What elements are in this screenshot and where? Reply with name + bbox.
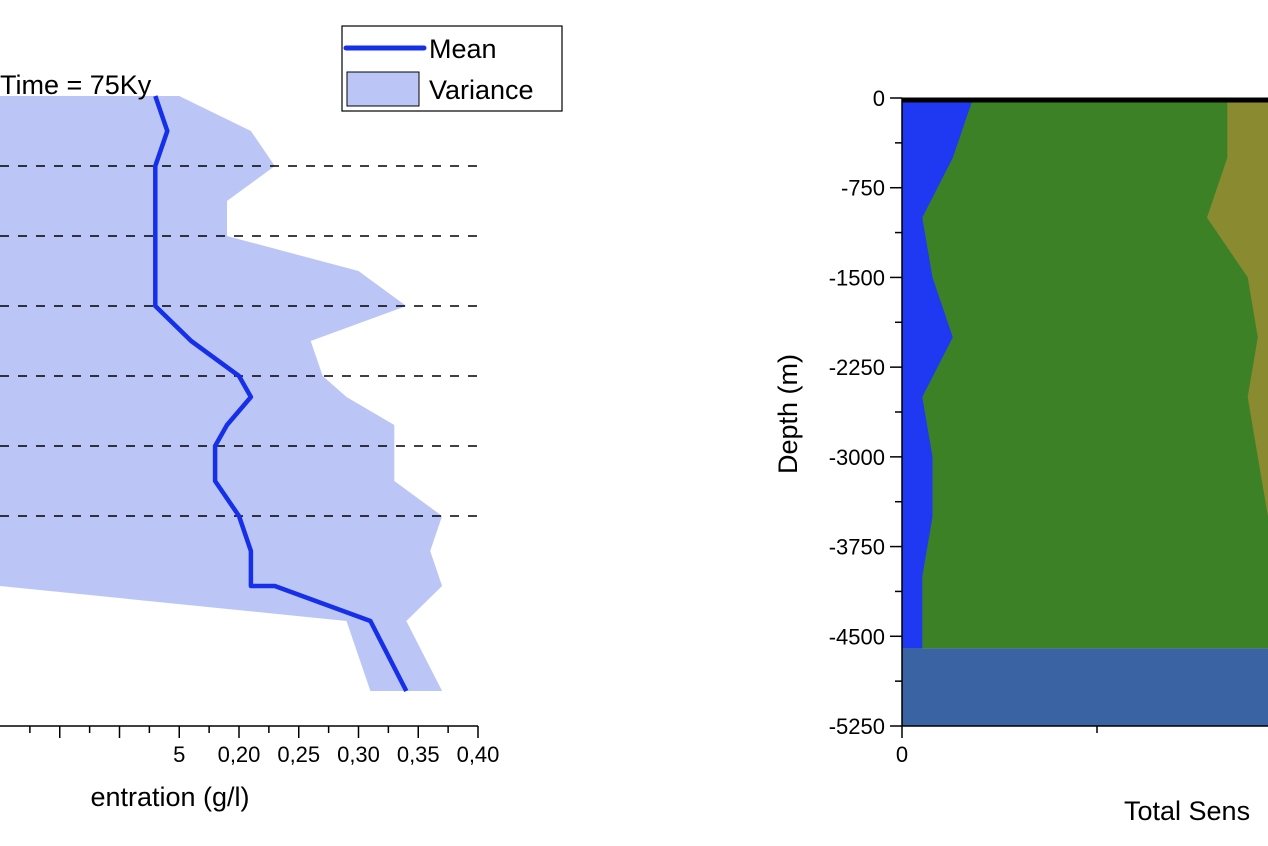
x-tick-label: 0,35 — [397, 742, 440, 767]
x-tick-label: 5 — [173, 742, 185, 767]
x-axis: 5 0,20 0,25 0,30 0,35 0,40 — [0, 725, 500, 767]
stacked-area-layer — [902, 98, 974, 649]
x-tick-label: 0 — [896, 742, 908, 767]
y-axis: 0 -750 -1500 -2250 -3000 -3750 -4500 -5250 — [829, 86, 903, 739]
legend-variance-label: Variance — [429, 75, 534, 105]
mean-line — [153, 95, 409, 693]
y-tick-label: -2250 — [829, 355, 885, 380]
time-annotation: Time = 75Ky — [0, 70, 152, 100]
sensitivity-depth-chart: 0 -750 -1500 -2250 -3000 -3750 -4500 -5250 0 De… — [773, 86, 1268, 826]
y-tick-label: -5250 — [829, 714, 885, 739]
x-tick-label: 0,40 — [457, 742, 500, 767]
stacked-area-layer — [902, 98, 1268, 649]
y-axis-title: Depth (m) — [773, 354, 803, 474]
y-tick-label: -3750 — [829, 535, 885, 560]
stacked-areas — [902, 98, 1268, 726]
y-tick-label: 0 — [873, 86, 885, 111]
x-tick-label: 0,25 — [277, 742, 320, 767]
x-ticks: 0 — [896, 726, 1098, 767]
y-tick-label: -750 — [841, 176, 885, 201]
stacked-area-layer — [902, 648, 1268, 726]
variance-band — [0, 96, 443, 691]
concentration-profile-chart: 5 0,20 0,25 0,30 0,35 0,40 entration (g/l) Ti… — [0, 25, 563, 812]
x-tick-label: 0,20 — [218, 742, 261, 767]
x-axis: 0 — [896, 725, 1268, 767]
legend-mean-label: Mean — [429, 34, 497, 64]
x-axis-title: entration (g/l) — [90, 782, 249, 812]
y-ticks: 0 -750 -1500 -2250 -3000 -3750 -4500 -5250 — [829, 86, 902, 739]
y-tick-label: -4500 — [829, 624, 885, 649]
x-tick-label: 0,30 — [337, 742, 380, 767]
legend-variance-swatch — [346, 71, 420, 107]
y-tick-label: -3000 — [829, 445, 885, 470]
x-axis-title: Total Sens — [1124, 796, 1250, 826]
legend: Mean Variance — [341, 25, 563, 112]
y-tick-label: -1500 — [829, 265, 885, 290]
x-ticks: 5 0,20 0,25 0,30 0,35 0,40 — [29, 726, 500, 767]
